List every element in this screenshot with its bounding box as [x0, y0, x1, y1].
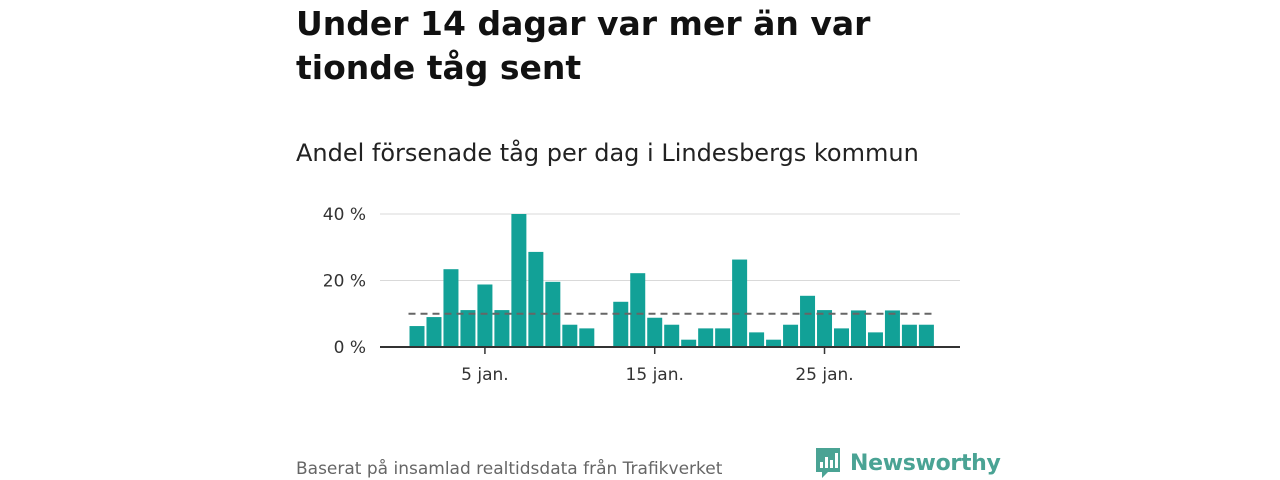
bar — [443, 269, 459, 347]
bar — [800, 295, 816, 347]
y-tick-label: 0 % — [334, 338, 366, 358]
chart-headline: Under 14 dagar var mer än var tionde tåg… — [296, 4, 871, 87]
y-tick-label: 40 % — [323, 205, 366, 225]
bar — [528, 251, 544, 347]
bar — [918, 324, 934, 347]
bar — [867, 332, 883, 347]
x-tick-label: 5 jan. — [461, 365, 509, 385]
bar — [901, 324, 917, 347]
logo-wordmark: Newsworthy — [850, 450, 1001, 476]
bar — [681, 339, 697, 347]
bar — [850, 310, 866, 347]
bar — [477, 284, 493, 347]
x-tick-label: 25 jan. — [795, 365, 853, 385]
bar — [698, 328, 714, 347]
bar — [562, 324, 578, 347]
bar — [715, 328, 731, 347]
bar — [613, 301, 629, 347]
bar — [732, 259, 748, 347]
newsworthy-logo: Newsworthy — [814, 446, 1001, 480]
bar — [409, 326, 425, 347]
bar — [511, 214, 527, 347]
chart-subtitle: Andel försenade tåg per dag i Lindesberg… — [296, 139, 919, 167]
bar — [426, 317, 442, 347]
bar — [630, 273, 646, 347]
bar — [579, 328, 595, 347]
newsworthy-bar-chart-icon — [816, 448, 840, 478]
bar — [817, 310, 833, 347]
bar — [783, 324, 799, 347]
bar — [460, 310, 476, 347]
source-note: Baserat på insamlad realtidsdata från Tr… — [296, 459, 723, 479]
bar — [766, 339, 782, 347]
bar-chart: 0 % 20 % 40 % 5 jan. 15 jan. 25 jan. — [323, 205, 960, 385]
bar — [884, 310, 900, 347]
bar — [664, 324, 680, 347]
bar — [749, 332, 765, 347]
bar — [647, 317, 663, 347]
bar — [834, 328, 849, 347]
y-tick-label: 20 % — [323, 272, 366, 292]
bar — [494, 310, 510, 347]
x-tick-label: 15 jan. — [626, 365, 684, 385]
